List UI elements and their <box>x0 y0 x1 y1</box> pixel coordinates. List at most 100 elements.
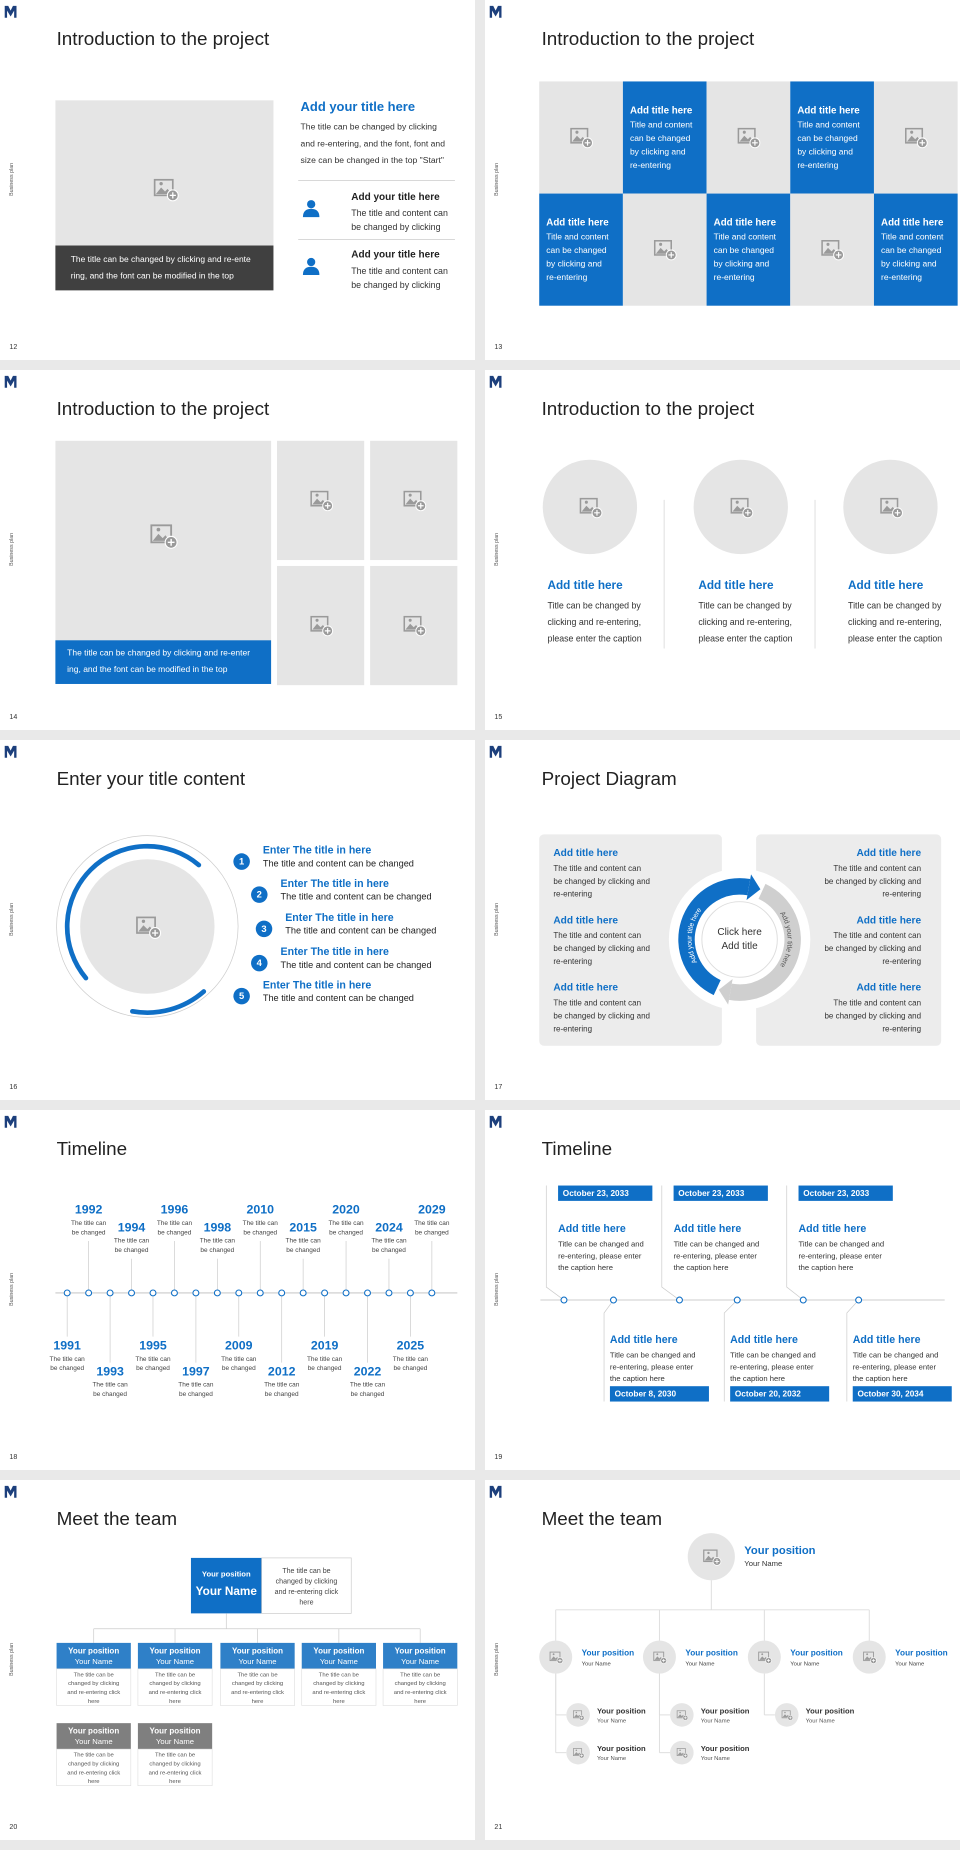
icon-plus <box>871 1658 876 1663</box>
tile-text: re-entering <box>714 272 755 282</box>
timeline-dot <box>609 1296 617 1304</box>
side-panel <box>539 834 722 1046</box>
icon-frame <box>136 916 156 934</box>
image-placeholder <box>790 193 874 306</box>
block-text: be changed by clicking and <box>824 1011 921 1020</box>
icon-sun <box>659 242 663 246</box>
tile-text: Title and content <box>881 231 944 241</box>
icon-sun <box>826 242 830 246</box>
image-placeholder-icon <box>570 127 593 149</box>
image-placeholder-icon <box>758 1651 772 1664</box>
event-text: The title can <box>286 1238 322 1245</box>
name: Your Name <box>239 1657 277 1666</box>
position: Your position <box>232 1646 283 1655</box>
block-text: re-entering <box>553 890 592 899</box>
event-text: re-entering, please enter <box>799 1251 883 1260</box>
event-text: The title can <box>264 1382 300 1389</box>
icon-plus <box>417 502 424 509</box>
slide-title: Meet the team <box>57 1508 177 1529</box>
image-placeholder-icon <box>737 127 761 149</box>
block-title: Add title here <box>856 848 921 859</box>
position: Your position <box>597 1706 646 1715</box>
name: Your Name <box>401 1657 439 1666</box>
event-text: be changed <box>179 1391 213 1398</box>
block-text: The title and content can <box>553 931 641 940</box>
timeline-dot <box>192 1289 200 1297</box>
block-text: re-entering <box>553 1024 592 1033</box>
logo <box>4 1485 17 1498</box>
column-title: Add title here <box>698 579 774 592</box>
icon-plus <box>661 1658 666 1663</box>
connector <box>603 1299 614 1402</box>
logo <box>489 375 502 388</box>
accent-arc <box>64 843 202 981</box>
ring-arc <box>678 878 751 996</box>
column-text: clicking and re-entering, <box>698 617 792 627</box>
number: 3 <box>261 923 266 934</box>
icon-frame <box>310 615 329 632</box>
event-text: the caption here <box>853 1374 908 1383</box>
number: 1 <box>239 856 244 867</box>
image-placeholder-icon <box>863 1651 877 1664</box>
slide-title: Project Diagram <box>542 768 677 789</box>
icon-sun <box>584 500 588 504</box>
icon-frame <box>570 127 589 144</box>
timeline-dot <box>406 1289 414 1297</box>
note-text: here <box>169 1699 181 1705</box>
slide: Business plan Timeline 18 1991 The title can… <box>0 1110 475 1470</box>
timeline-dot <box>799 1296 807 1304</box>
icon-plus <box>894 509 901 516</box>
event-text: be changed <box>200 1247 234 1254</box>
icon-sun <box>910 130 914 134</box>
tile-title: Add title here <box>546 218 609 229</box>
position: Your position <box>701 1744 750 1753</box>
note-text: and re-entering click <box>149 1770 202 1776</box>
note-text: changed by clicking <box>149 1681 200 1687</box>
event-text: The title can <box>307 1356 343 1363</box>
tile-text: can be changed <box>630 133 691 143</box>
event-text: re-entering, please enter <box>558 1251 642 1260</box>
avatar <box>687 1533 735 1581</box>
position: Your position <box>313 1646 364 1655</box>
event-text: be changed <box>243 1229 277 1236</box>
name: Your Name <box>582 1662 611 1668</box>
person-icon-body <box>302 208 320 218</box>
member-header <box>383 1642 458 1669</box>
icon-frame <box>730 497 749 514</box>
body-text: The title can be changed by clicking <box>301 122 438 132</box>
year: 2010 <box>246 1203 274 1217</box>
image-placeholder-icon <box>579 497 603 519</box>
block-text: be changed by clicking and <box>824 877 921 886</box>
event-text: be changed <box>372 1247 406 1254</box>
caption-text: The title can be changed by clicking and… <box>67 648 250 658</box>
icon-frame <box>403 490 422 507</box>
tile-text: Title and content <box>546 231 609 241</box>
name: Your Name <box>895 1662 924 1668</box>
body-text: and re-entering, and the font, font and <box>301 138 446 148</box>
icon-plus <box>580 1754 584 1758</box>
date-box <box>798 1185 893 1201</box>
tile <box>539 193 623 306</box>
name: Your Name <box>320 1657 358 1666</box>
connector <box>846 1299 859 1402</box>
timeline-dot <box>676 1296 683 1304</box>
position: Your position <box>744 1545 815 1557</box>
icon-frame <box>579 497 598 514</box>
position: Your position <box>68 1646 119 1655</box>
item-text: The title and content can be changed <box>281 891 432 901</box>
side-label: Business plan <box>494 1273 500 1306</box>
event-text: The title can <box>350 1382 386 1389</box>
side-label: Business plan <box>494 1643 500 1676</box>
event-text: re-entering, please enter <box>853 1362 937 1371</box>
timeline-dot <box>560 1296 568 1304</box>
slide-title: Timeline <box>57 1138 128 1159</box>
date: October 23, 2033 <box>678 1189 744 1198</box>
tile-text: re-entering <box>797 160 838 170</box>
slide: Business plan Project Diagram 17 Add title … <box>485 740 960 1100</box>
event-text: re-entering, please enter <box>674 1251 758 1260</box>
item-title: Enter The title in here <box>285 912 393 924</box>
event-text: be changed <box>308 1365 342 1372</box>
timeline-dot <box>385 1289 393 1297</box>
logo <box>4 745 17 758</box>
icon-frame <box>549 1651 561 1662</box>
